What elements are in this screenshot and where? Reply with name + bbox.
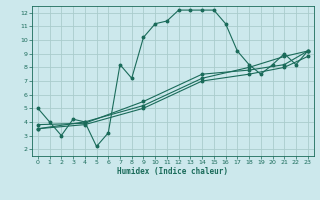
X-axis label: Humidex (Indice chaleur): Humidex (Indice chaleur) — [117, 167, 228, 176]
